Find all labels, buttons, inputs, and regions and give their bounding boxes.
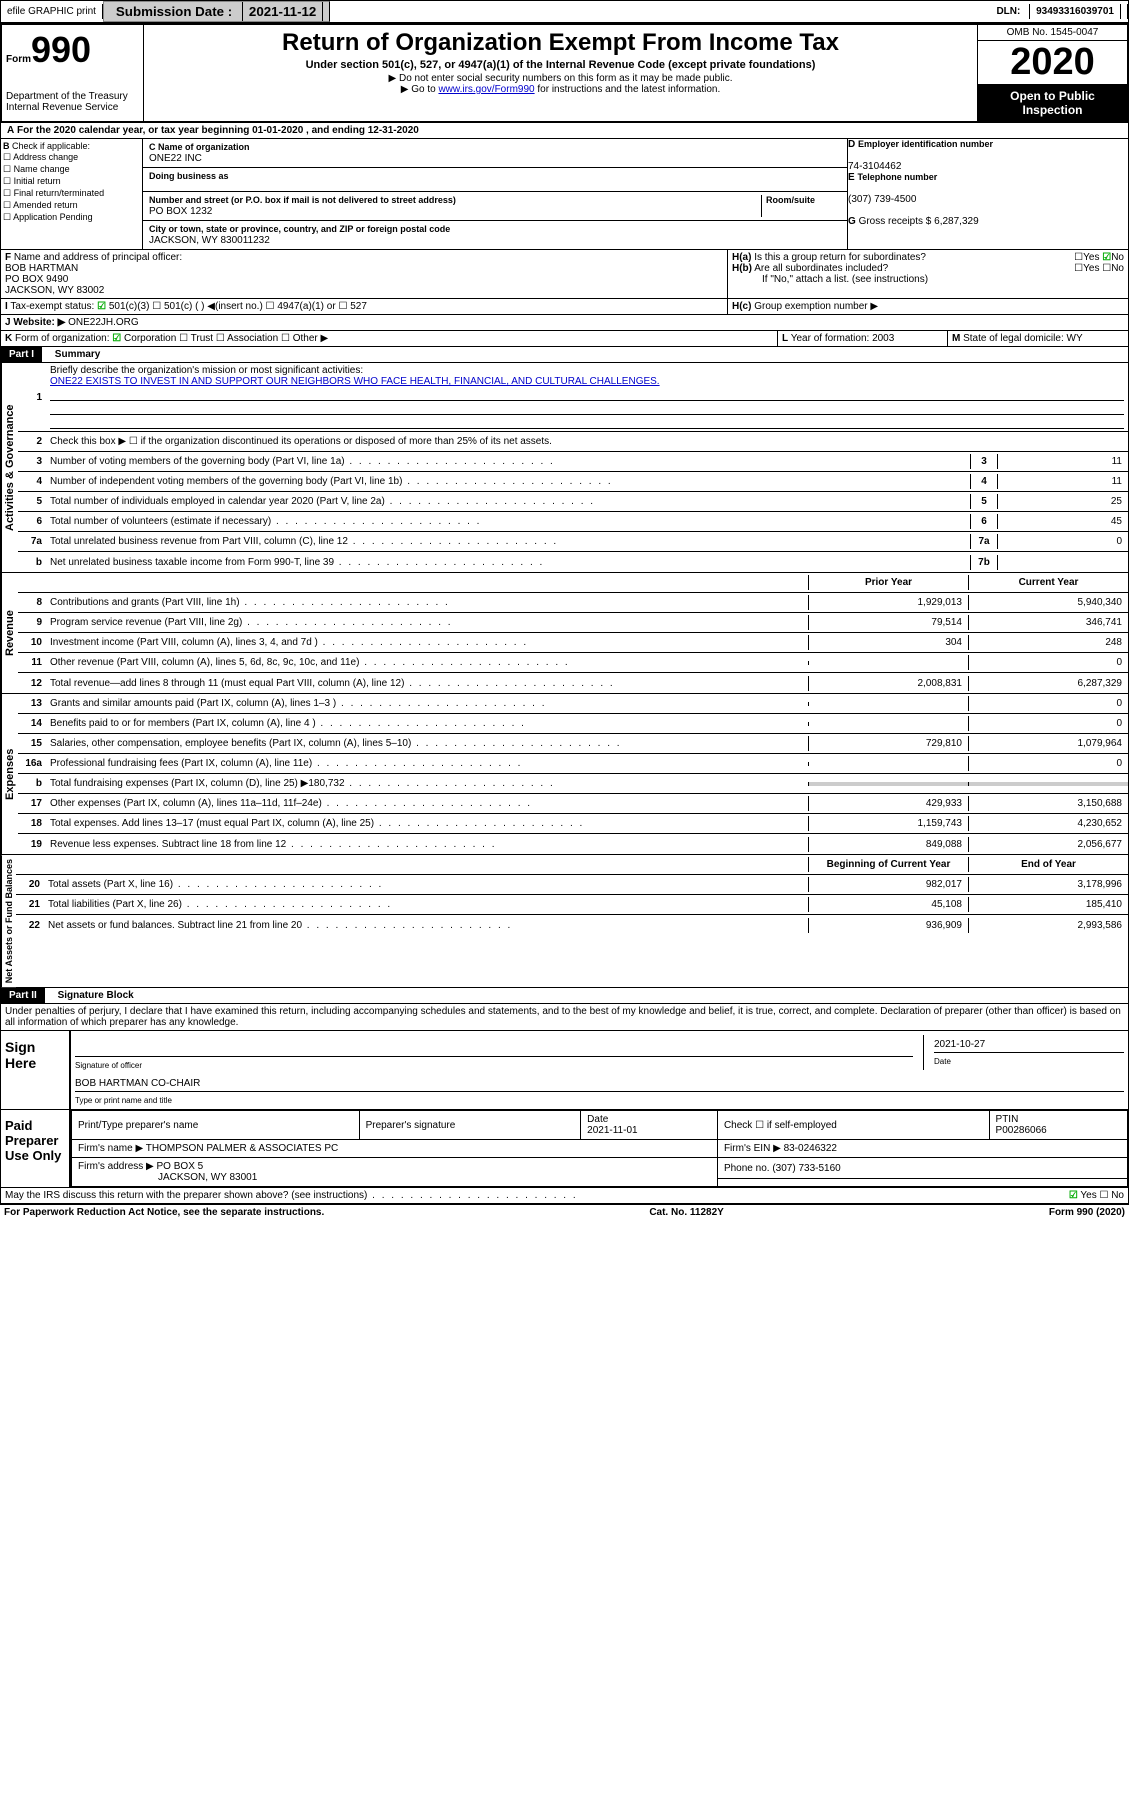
part2-header-row: Part II Signature Block <box>0 988 1129 1004</box>
omb-number: OMB No. 1545-0047 <box>978 25 1127 41</box>
block-j: J Website: ▶ ONE22JH.ORG <box>0 315 1129 331</box>
officer-printed-name: BOB HARTMAN CO-CHAIR <box>75 1078 1124 1092</box>
governance-section: Activities & Governance 1 Briefly descri… <box>0 363 1129 573</box>
firm-phone: (307) 733-5160 <box>772 1163 840 1174</box>
form-header: Form990 Department of the Treasury Inter… <box>0 23 1129 123</box>
firm-name: THOMPSON PALMER & ASSOCIATES PC <box>146 1143 338 1154</box>
phone: (307) 739-4500 <box>848 194 916 205</box>
vert-netassets: Net Assets or Fund Balances <box>1 855 16 987</box>
note-ssn: ▶ Do not enter social security numbers o… <box>148 73 973 84</box>
form-title: Return of Organization Exempt From Incom… <box>148 29 973 57</box>
col-current: Current Year <box>968 575 1128 590</box>
block-klm: K Form of organization: ☑ Corporation ☐ … <box>0 331 1129 347</box>
efile-label: efile GRAPHIC print <box>1 4 103 19</box>
calendar-year-line: A For the 2020 calendar year, or tax yea… <box>0 123 1129 139</box>
dept-label: Department of the Treasury Internal Reve… <box>6 91 139 113</box>
chk-final[interactable]: ☐ Final return/terminated <box>3 188 140 199</box>
page-footer: For Paperwork Reduction Act Notice, see … <box>0 1204 1129 1220</box>
block-b: B Check if applicable: ☐ Address change … <box>1 139 143 249</box>
mission-text: ONE22 EXISTS TO INVEST IN AND SUPPORT OU… <box>50 376 660 387</box>
irs-link[interactable]: www.irs.gov/Form990 <box>438 84 534 95</box>
preparer-table: Print/Type preparer's namePreparer's sig… <box>71 1110 1128 1187</box>
officer-name: BOB HARTMAN <box>5 263 78 274</box>
firm-ein: 83-0246322 <box>784 1143 837 1154</box>
ptin: P00286066 <box>996 1125 1047 1136</box>
signature-block: Sign Here Signature of officer 2021-10-2… <box>0 1031 1129 1188</box>
sign-here-label: Sign Here <box>1 1031 71 1109</box>
discuss-row: May the IRS discuss this return with the… <box>0 1188 1129 1204</box>
netassets-section: Net Assets or Fund Balances Beginning of… <box>0 855 1129 988</box>
ein: 74-3104462 <box>848 161 901 172</box>
form-number: Form990 <box>6 29 139 71</box>
sig-date: 2021-10-27 <box>934 1039 1124 1053</box>
part1-label: Part I <box>1 347 42 362</box>
vert-expenses: Expenses <box>1 694 18 854</box>
org-street: PO BOX 1232 <box>149 206 212 217</box>
col-end: End of Year <box>968 857 1128 872</box>
col-begin: Beginning of Current Year <box>808 857 968 872</box>
org-city: JACKSON, WY 830011232 <box>149 235 270 246</box>
vert-revenue: Revenue <box>1 573 18 693</box>
website: ONE22JH.ORG <box>68 317 139 328</box>
note-link: ▶ Go to www.irs.gov/Form990 for instruct… <box>148 84 973 95</box>
block-bcdefg: B Check if applicable: ☐ Address change … <box>0 139 1129 250</box>
expenses-section: Expenses 13Grants and similar amounts pa… <box>0 694 1129 855</box>
org-name: ONE22 INC <box>149 153 202 164</box>
tax-year: 2020 <box>978 41 1127 85</box>
chk-pending[interactable]: ☐ Application Pending <box>3 212 140 223</box>
col-prior: Prior Year <box>808 575 968 590</box>
dln: DLN: 93493316039701 <box>984 4 1128 19</box>
chk-name[interactable]: ☐ Name change <box>3 164 140 175</box>
gross-receipts: 6,287,329 <box>934 216 979 227</box>
part1-header-row: Part I Summary <box>0 347 1129 363</box>
perjury-text: Under penalties of perjury, I declare th… <box>0 1004 1129 1031</box>
chk-amended[interactable]: ☐ Amended return <box>3 200 140 211</box>
chk-initial[interactable]: ☐ Initial return <box>3 176 140 187</box>
chk-address[interactable]: ☐ Address change <box>3 152 140 163</box>
part2-label: Part II <box>1 988 45 1003</box>
block-fh: F Name and address of principal officer:… <box>0 250 1129 299</box>
block-c: C Name of organizationONE22 INC Doing bu… <box>143 139 848 249</box>
public-inspection: Open to Public Inspection <box>978 85 1127 121</box>
form-subtitle: Under section 501(c), 527, or 4947(a)(1)… <box>148 59 973 71</box>
top-bar: efile GRAPHIC print Submission Date : 20… <box>0 0 1129 23</box>
vert-governance: Activities & Governance <box>1 363 18 572</box>
revenue-section: Revenue Prior Year Current Year 8Contrib… <box>0 573 1129 694</box>
submission-date-button[interactable]: Submission Date : 2021-11-12 <box>103 1 330 22</box>
paid-preparer-label: Paid Preparer Use Only <box>1 1110 71 1187</box>
block-deg: D Employer identification number74-31044… <box>848 139 1128 249</box>
block-i: I Tax-exempt status: ☑ 501(c)(3) ☐ 501(c… <box>0 299 1129 315</box>
